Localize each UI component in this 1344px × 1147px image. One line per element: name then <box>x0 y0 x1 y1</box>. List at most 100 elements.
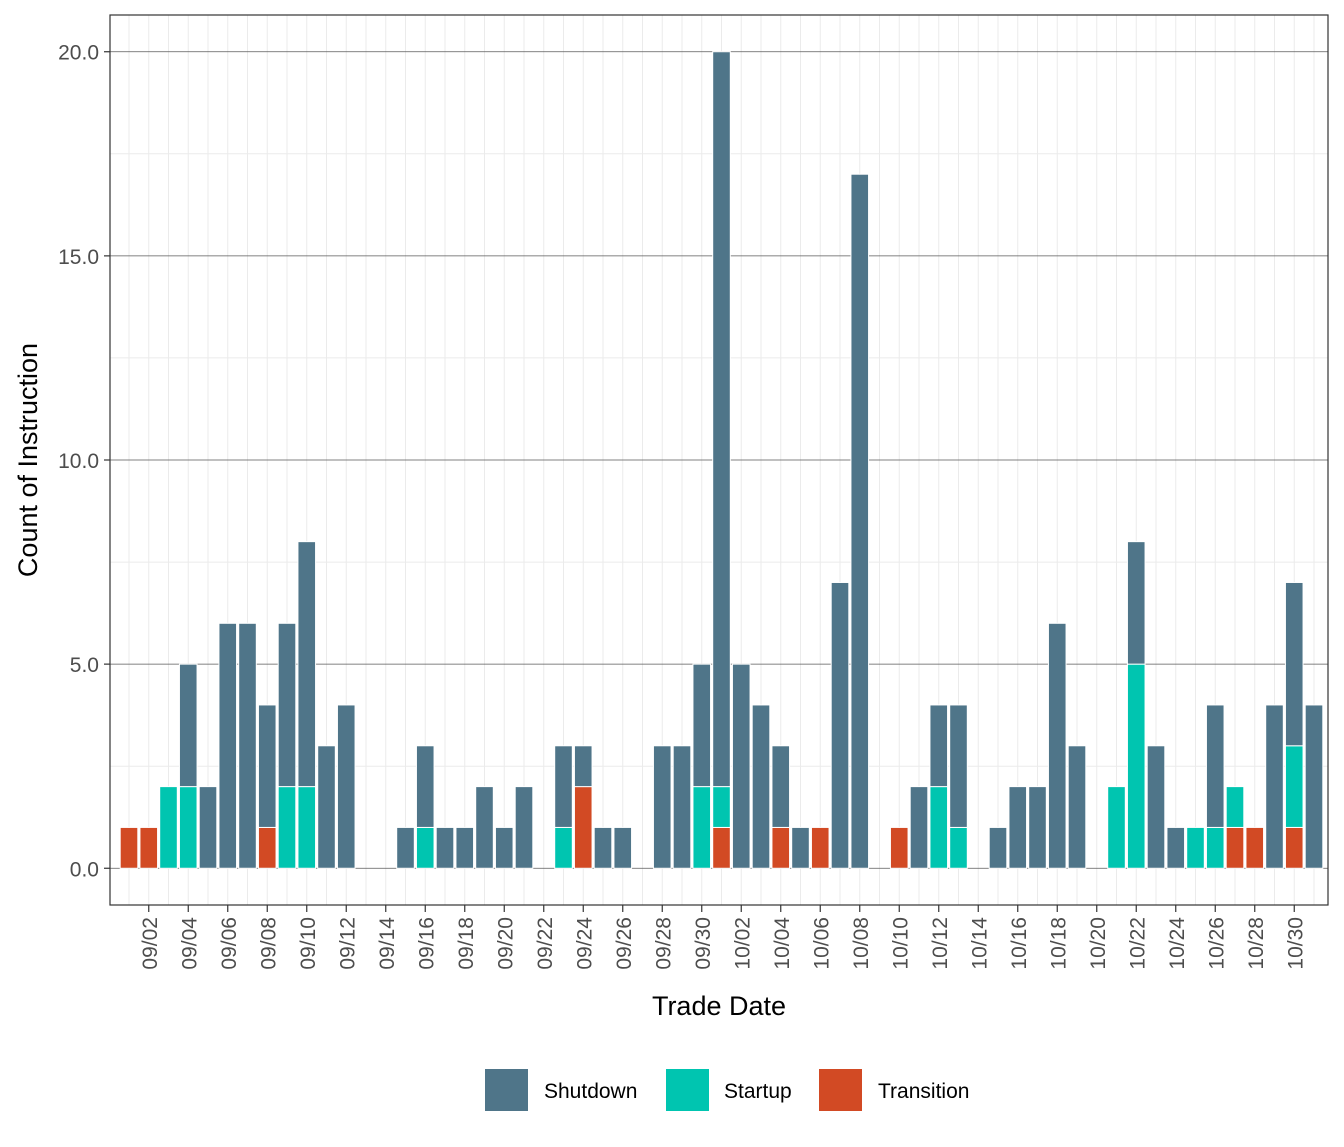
bar-transition-09-24 <box>573 786 593 869</box>
x-tick-label: 10/28 <box>1245 917 1268 970</box>
bar-startup-10-27 <box>1225 786 1245 828</box>
x-tick-label: 09/18 <box>455 917 478 970</box>
bar-shutdown-09-08 <box>257 704 277 828</box>
bar-startup-10-22 <box>1126 663 1146 869</box>
bar-shutdown-10-08 <box>850 173 870 869</box>
bar-startup-10-13 <box>949 826 968 869</box>
x-tick-label: 10/04 <box>771 917 794 970</box>
bar-shutdown-10-31 <box>1304 704 1324 869</box>
bar-startup-09-10 <box>297 786 317 869</box>
bar-startup-09-09 <box>277 786 297 869</box>
bar-transition-10-04 <box>771 826 791 869</box>
x-tick-label: 09/22 <box>534 917 557 970</box>
legend-swatch <box>666 1069 709 1111</box>
bar-startup-09-23 <box>554 826 573 869</box>
y-tick-label: 10.0 <box>58 450 99 473</box>
y-axis: 0.0 5.0 10.0 15.0 20.0 <box>58 42 110 881</box>
bar-shutdown-10-04 <box>771 745 791 828</box>
bar-shutdown-09-25 <box>593 826 613 869</box>
bar-shutdown-09-09 <box>277 622 297 788</box>
bar-transition-10-01 <box>712 826 731 869</box>
bar-startup-10-21 <box>1107 786 1126 869</box>
x-axis: 09/02 09/04 09/06 09/08 09/10 09/12 09/14 09/16… <box>139 905 1307 970</box>
x-tick-label: 09/16 <box>415 917 438 970</box>
bar-transition-10-06 <box>810 826 830 869</box>
x-tick-label: 10/26 <box>1205 917 1228 970</box>
x-tick-label: 10/30 <box>1284 917 1307 970</box>
bar-shutdown-09-29 <box>672 745 692 869</box>
x-tick-label: 09/06 <box>218 917 241 970</box>
x-tick-label: 10/10 <box>889 917 912 970</box>
bar-startup-10-30 <box>1284 745 1304 828</box>
bar-shutdown-09-11 <box>317 745 336 869</box>
bar-startup-09-30 <box>692 786 712 869</box>
bar-startup-09-04 <box>178 786 198 869</box>
x-tick-label: 10/14 <box>968 917 991 970</box>
x-tick-label: 10/20 <box>1087 917 1110 970</box>
bar-shutdown-10-19 <box>1067 745 1087 869</box>
x-tick-label: 09/28 <box>652 917 675 970</box>
bar-startup-10-25 <box>1186 826 1205 869</box>
bar-shutdown-10-11 <box>909 786 929 869</box>
x-tick-label: 10/08 <box>850 917 873 970</box>
bar-startup-09-03 <box>159 786 178 869</box>
bar-shutdown-10-01 <box>712 51 731 788</box>
bar-shutdown-09-12 <box>336 704 356 869</box>
bar-shutdown-09-28 <box>652 745 672 869</box>
x-tick-label: 09/30 <box>692 917 715 970</box>
bar-shutdown-10-26 <box>1205 704 1225 828</box>
bar-shutdown-10-18 <box>1047 622 1067 869</box>
bar-shutdown-09-23 <box>554 745 573 828</box>
bar-shutdown-09-15 <box>396 826 415 869</box>
y-tick-label: 15.0 <box>58 246 99 269</box>
bar-shutdown-10-12 <box>929 704 949 788</box>
bar-shutdown-10-07 <box>830 581 850 869</box>
legend-item-shutdown: Shutdown <box>485 1069 637 1111</box>
bar-startup-10-12 <box>929 786 949 869</box>
bar-shutdown-10-03 <box>751 704 771 869</box>
legend: Shutdown Startup Transition <box>485 1069 969 1111</box>
bar-shutdown-09-04 <box>178 663 198 788</box>
legend-label: Transition <box>878 1080 969 1103</box>
x-tick-label: 09/26 <box>613 917 636 970</box>
y-axis-title: Count of Instruction <box>13 343 43 577</box>
legend-label: Startup <box>724 1080 792 1103</box>
x-tick-label: 09/10 <box>297 917 320 970</box>
bar-shutdown-10-05 <box>791 826 810 869</box>
bar-transition-10-27 <box>1225 826 1245 869</box>
legend-label: Shutdown <box>544 1080 637 1103</box>
x-tick-label: 09/08 <box>257 917 280 970</box>
bar-shutdown-09-10 <box>297 541 317 788</box>
x-tick-label: 09/02 <box>139 917 162 970</box>
x-tick-label: 09/14 <box>376 917 399 970</box>
bar-startup-10-01 <box>712 786 731 828</box>
y-tick-label: 0.0 <box>70 858 99 881</box>
y-tick-label: 5.0 <box>70 654 99 677</box>
bar-shutdown-09-26 <box>613 826 633 869</box>
bar-transition-09-02 <box>139 826 159 869</box>
bar-startup-09-16 <box>415 826 435 869</box>
x-tick-label: 10/22 <box>1126 917 1149 970</box>
bar-transition-10-10 <box>889 826 909 869</box>
bar-shutdown-10-15 <box>988 826 1008 869</box>
bar-shutdown-09-20 <box>494 826 514 869</box>
bar-transition-10-30 <box>1284 826 1304 869</box>
bar-shutdown-09-16 <box>415 745 435 828</box>
bar-shutdown-10-24 <box>1166 826 1186 869</box>
bar-shutdown-10-16 <box>1008 786 1028 869</box>
bar-shutdown-09-30 <box>692 663 712 788</box>
bar-shutdown-10-23 <box>1146 745 1166 869</box>
bar-startup-10-26 <box>1205 826 1225 869</box>
bar-shutdown-09-21 <box>514 786 534 869</box>
bar-transition-10-28 <box>1245 826 1265 869</box>
bar-shutdown-10-17 <box>1028 786 1047 869</box>
legend-item-transition: Transition <box>819 1069 969 1111</box>
x-tick-label: 09/20 <box>494 917 517 970</box>
x-tick-label: 09/12 <box>336 917 359 970</box>
legend-swatch <box>485 1069 528 1111</box>
x-tick-label: 10/12 <box>929 917 952 970</box>
bar-shutdown-09-18 <box>455 826 475 869</box>
legend-item-startup: Startup <box>666 1069 792 1111</box>
